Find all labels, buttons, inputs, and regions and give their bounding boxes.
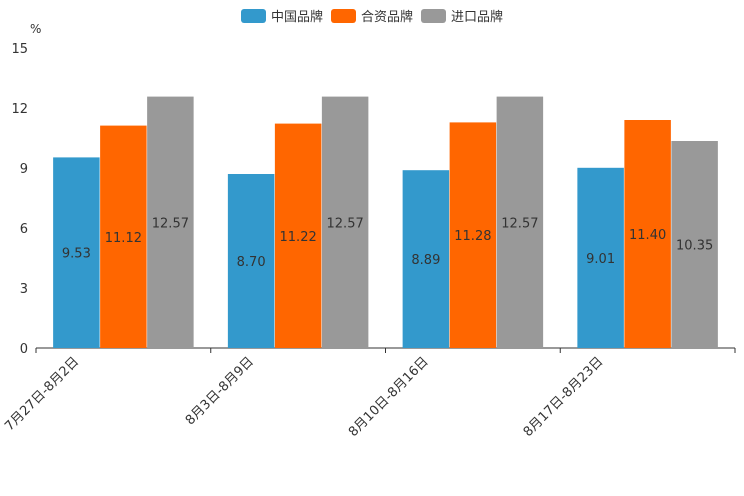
y-tick-label: 9 — [20, 162, 28, 177]
legend-label-china-brand: 中国品牌 — [270, 10, 323, 25]
bar-imported-brand — [496, 96, 544, 348]
y-tick-label: 6 — [20, 222, 28, 237]
chart-legend: 中国品牌 合资品牌 进口品牌 — [0, 6, 744, 25]
bar-joint-venture-brand — [274, 123, 322, 348]
legend-swatch-china-brand — [240, 8, 266, 23]
bar-joint-venture-brand — [624, 120, 671, 348]
bar-imported-brand — [671, 141, 718, 348]
x-tick-label: 8月17日-8月23日 — [521, 354, 607, 440]
bar-china-brand — [402, 170, 450, 348]
y-tick-label: 3 — [20, 282, 28, 297]
bar-value-label: 11.22 — [280, 230, 317, 245]
x-tick-label: 8月3日-8月9日 — [183, 354, 257, 428]
y-axis-unit-label: % — [30, 22, 42, 36]
bar-value-label: 9.01 — [586, 252, 615, 267]
legend-item-imported-brand[interactable]: 进口品牌 — [421, 6, 503, 25]
legend-swatch-imported-brand — [421, 8, 446, 23]
legend-item-joint-venture-brand[interactable]: 合资品牌 — [330, 6, 413, 25]
bar-value-label: 8.70 — [237, 255, 266, 270]
x-tick-label: 7月27日-8月2日 — [2, 354, 82, 434]
bar-value-label: 12.57 — [152, 216, 189, 231]
legend-swatch-joint-venture-brand — [330, 8, 356, 23]
bar-value-label: 12.57 — [501, 216, 538, 231]
bar-imported-brand — [147, 96, 194, 348]
legend-label-imported-brand: 进口品牌 — [451, 10, 504, 25]
bar-value-label: 10.35 — [676, 239, 713, 254]
x-tick-label: 8月10日-8月16日 — [346, 354, 432, 440]
legend-label-joint-venture-brand: 合资品牌 — [360, 10, 413, 25]
y-tick-label: 0 — [20, 342, 28, 357]
y-tick-label: 12 — [11, 102, 28, 117]
bar-value-label: 11.12 — [105, 231, 142, 246]
bar-value-label: 9.53 — [62, 247, 91, 262]
bar-value-label: 12.57 — [327, 216, 364, 231]
bar-joint-venture-brand — [449, 122, 497, 349]
bar-value-label: 11.40 — [629, 228, 666, 243]
bar-imported-brand — [321, 96, 369, 348]
bar-value-label: 8.89 — [411, 253, 440, 268]
bar-china-brand — [577, 167, 624, 348]
bar-value-label: 11.28 — [454, 229, 491, 244]
legend-item-china-brand[interactable]: 中国品牌 — [240, 6, 323, 25]
bar-china-brand — [53, 157, 100, 348]
bar-joint-venture-brand — [100, 125, 147, 348]
bar-china-brand — [227, 174, 275, 348]
y-tick-label: 15 — [11, 42, 28, 57]
